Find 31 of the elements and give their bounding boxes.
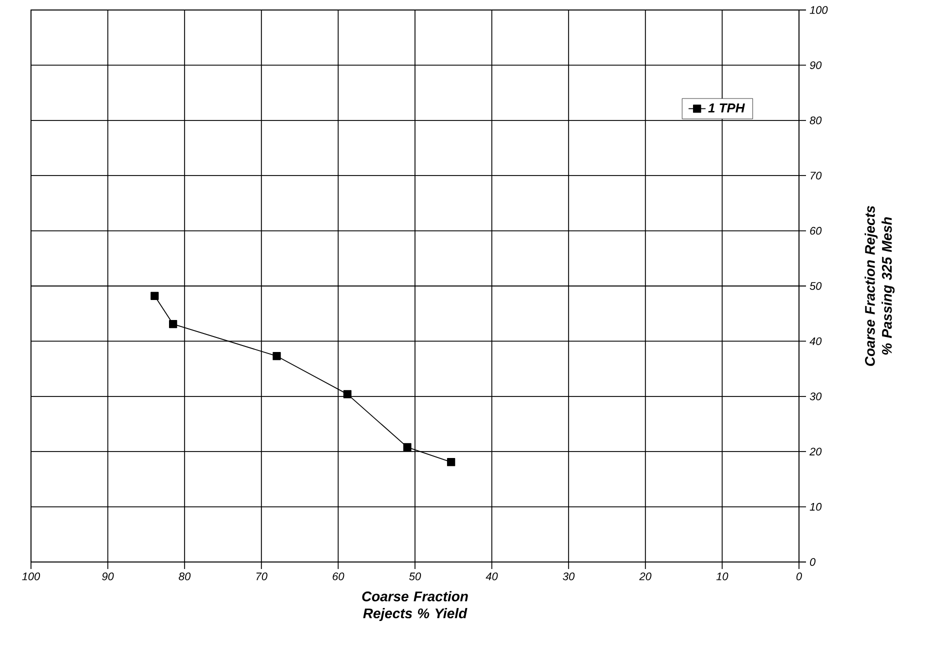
x-tick-label: 40 [486,572,498,580]
y-axis-title: Coarse Fraction Rejects % Passing 325 Mesh [864,206,895,366]
x-tick-label: 50 [409,572,421,580]
point [343,390,352,398]
y-tick-label: 100 [810,6,828,14]
y-tick-label: 30 [810,392,822,400]
x-tick-label: 30 [562,572,575,580]
x-tick-label: 100 [22,572,40,580]
legend-label: 1 TPH [708,104,745,112]
x-tick-label: 0 [796,572,802,580]
x-tick-label: 90 [102,572,114,580]
y-tick-label: 40 [810,337,822,346]
point [150,292,159,300]
y-tick-label: 60 [810,226,822,235]
x-tick-label: 60 [332,572,344,580]
point [447,458,456,466]
x-tick-label: 80 [178,572,191,580]
y-tick-label: 0 [810,558,816,566]
x-axis-title: Coarse Fraction Rejects % Yield [362,591,468,622]
y-tick-label: 90 [810,61,822,70]
y-tick-label: 70 [810,172,822,180]
x-tick-label: 70 [256,572,268,580]
x-tick-label: 20 [639,572,652,580]
y-tick-label: 10 [810,502,822,511]
point [403,443,412,452]
y-tick-label: 80 [810,116,822,124]
y-tick-label: 50 [810,282,822,290]
point [169,320,178,328]
y-tick-label: 20 [809,448,822,456]
point [272,352,281,360]
x-tick-label: 10 [716,572,728,580]
